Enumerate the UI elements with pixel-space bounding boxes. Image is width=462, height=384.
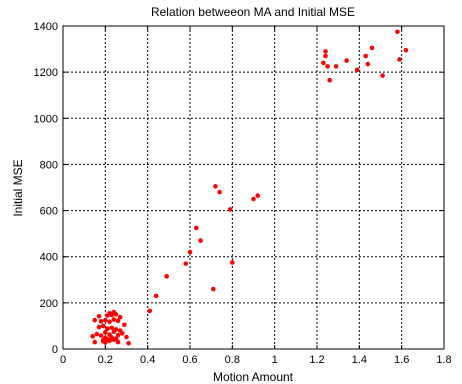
- data-point: [397, 57, 402, 62]
- y-tick-label: 800: [40, 159, 58, 171]
- axis-ticks: [62, 25, 445, 350]
- data-point: [117, 314, 123, 320]
- data-point: [96, 324, 102, 330]
- data-point: [213, 184, 218, 189]
- y-tick-label: 1200: [34, 67, 58, 79]
- y-tick-label: 1400: [34, 21, 58, 33]
- data-point: [92, 339, 98, 345]
- data-point: [126, 340, 131, 346]
- data-point: [109, 325, 114, 331]
- data-point: [100, 339, 106, 344]
- data-point: [323, 53, 328, 59]
- data-point: [96, 313, 102, 319]
- data-point: [323, 49, 328, 54]
- data-point: [119, 331, 125, 336]
- data-point: [90, 334, 95, 339]
- data-point: [115, 339, 121, 345]
- data-point: [363, 53, 368, 59]
- data-point: [124, 334, 129, 340]
- data-point: [333, 64, 339, 69]
- data-point: [107, 319, 112, 325]
- data-point: [403, 47, 409, 53]
- y-tick-label: 1000: [34, 113, 58, 125]
- data-point: [103, 330, 108, 335]
- x-tick-label: 1.4: [352, 354, 367, 366]
- data-point: [147, 308, 153, 314]
- y-axis-label: Initial MSE: [11, 159, 25, 216]
- data-point: [230, 260, 235, 265]
- y-tick-label: 0: [52, 344, 58, 356]
- data-point: [100, 323, 106, 329]
- data-point: [325, 64, 330, 69]
- data-point: [327, 77, 333, 83]
- data-point: [251, 196, 256, 202]
- data-point: [94, 331, 100, 337]
- x-tick-label: 0.8: [225, 354, 240, 366]
- data-point: [122, 322, 127, 328]
- y-tick-labels: 0 200 400 600 800 1000 1200 1400: [34, 21, 58, 356]
- x-tick-label: 1.8: [436, 354, 451, 366]
- plot-frame: [62, 25, 445, 350]
- data-point: [194, 225, 199, 231]
- data-point: [153, 293, 159, 299]
- data-point: [92, 317, 98, 323]
- y-tick-label: 200: [40, 298, 58, 310]
- grid-lines: [63, 26, 444, 349]
- data-point: [105, 326, 110, 331]
- data-point: [107, 338, 112, 344]
- x-tick-label: 0.6: [182, 354, 197, 366]
- data-point: [187, 249, 193, 255]
- data-point: [183, 261, 189, 266]
- data-point: [107, 310, 112, 316]
- data-point: [354, 67, 360, 73]
- data-point: [103, 317, 108, 323]
- data-point: [210, 286, 216, 292]
- data-point: [98, 319, 104, 324]
- x-axis-label: Motion Amount: [213, 370, 294, 384]
- data-point: [227, 207, 233, 212]
- y-tick-label: 600: [40, 206, 58, 218]
- x-tick-label: 0.2: [98, 354, 113, 366]
- x-tick-label: 1.2: [309, 354, 324, 366]
- data-points: [90, 29, 409, 346]
- data-point: [321, 60, 326, 66]
- data-point: [395, 29, 400, 35]
- data-point: [198, 238, 203, 243]
- data-point: [111, 337, 117, 343]
- data-point: [380, 73, 385, 78]
- data-point: [217, 189, 222, 195]
- x-tick-label: 0.4: [140, 354, 155, 366]
- data-point: [255, 193, 261, 198]
- x-tick-label: 1: [272, 354, 278, 366]
- chart-title: Relation betweeon MA and Initial MSE: [151, 5, 355, 19]
- data-point: [115, 318, 121, 324]
- data-point: [111, 317, 117, 322]
- data-point: [115, 332, 121, 338]
- x-tick-labels: 0 0.2 0.4 0.6 0.8 1 1.2 1.4 1.6 1.8: [60, 354, 452, 366]
- plot-area: [63, 26, 444, 349]
- y-tick-label: 400: [40, 252, 58, 264]
- data-point: [164, 274, 170, 279]
- data-point: [365, 61, 371, 67]
- data-point: [111, 309, 117, 315]
- x-tick-label: 1.6: [394, 354, 409, 366]
- x-tick-label: 0: [60, 354, 66, 366]
- data-point: [111, 329, 117, 334]
- data-point: [98, 333, 104, 338]
- data-point: [344, 58, 349, 63]
- data-point: [369, 45, 375, 51]
